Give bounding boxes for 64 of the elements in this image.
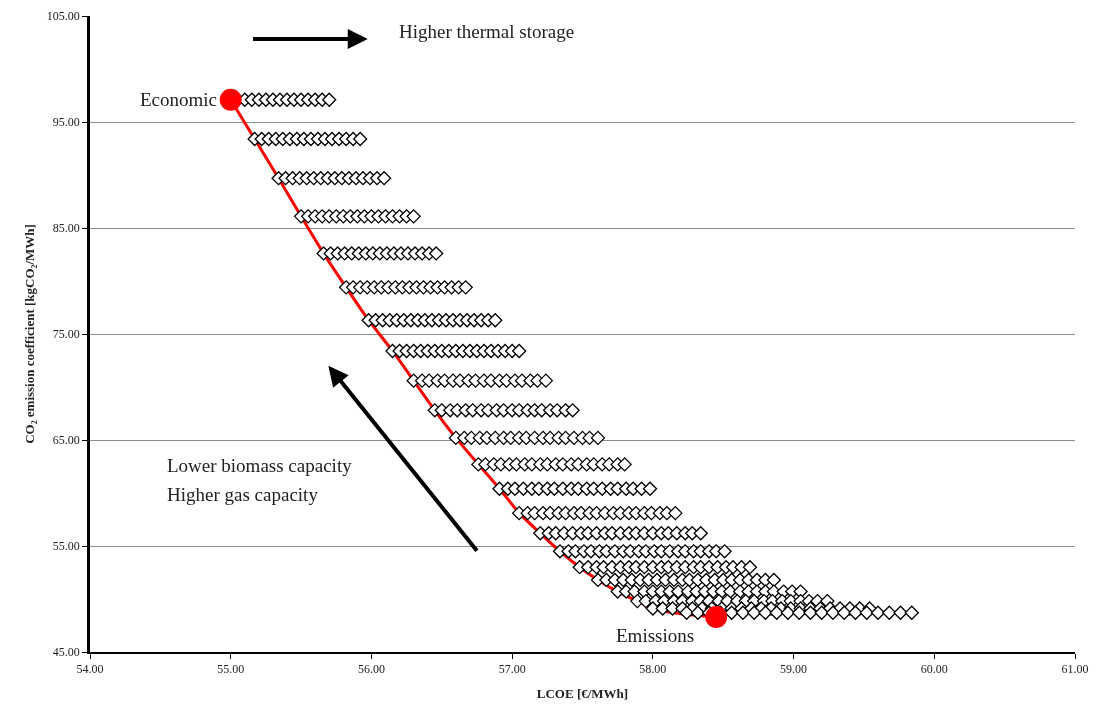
point — [693, 526, 708, 541]
x-tick-label: 60.00 — [920, 662, 948, 677]
point — [322, 92, 337, 107]
x-tick-label: 58.00 — [639, 662, 667, 677]
point — [766, 572, 782, 588]
point — [758, 605, 773, 620]
point — [668, 505, 683, 521]
x-tick-label: 54.00 — [76, 662, 104, 677]
x-tick-label: 55.00 — [217, 662, 245, 677]
point — [792, 605, 807, 620]
point — [803, 605, 818, 620]
point — [655, 601, 670, 616]
point — [353, 131, 368, 147]
point — [665, 601, 680, 616]
point — [590, 430, 606, 446]
annotation: Higher thermal storage — [399, 21, 575, 42]
point — [565, 403, 580, 418]
annotation: Emissions — [616, 625, 695, 646]
y-tick-label: 95.00 — [52, 115, 80, 130]
point — [642, 481, 658, 496]
point — [904, 605, 919, 620]
point — [429, 246, 444, 261]
point — [769, 605, 784, 620]
x-axis-title: LCOE [€/MWh] — [536, 686, 629, 702]
point — [780, 605, 796, 620]
point — [724, 605, 739, 620]
point — [735, 605, 751, 620]
point — [882, 605, 897, 620]
y-tick-label: 75.00 — [52, 327, 80, 342]
x-tick-label: 61.00 — [1061, 662, 1089, 677]
point — [848, 605, 863, 620]
point — [742, 560, 758, 575]
y-tick-label: 85.00 — [52, 221, 80, 236]
y-tick-label: 65.00 — [52, 433, 80, 448]
y-tick-label: 105.00 — [46, 9, 80, 24]
point — [859, 605, 874, 620]
point — [219, 88, 242, 111]
point — [814, 605, 829, 620]
point — [488, 313, 503, 328]
point — [617, 457, 632, 472]
y-axis-title: CO₂ emission coefficient [kgCO₂/MWh] — [21, 224, 37, 444]
point — [512, 343, 527, 359]
point — [870, 605, 886, 620]
point — [825, 605, 841, 620]
point — [705, 606, 728, 629]
annotation: Higher gas capacity — [167, 484, 319, 505]
point — [538, 373, 554, 388]
point — [458, 280, 473, 295]
point — [893, 605, 908, 620]
point — [717, 544, 732, 559]
x-tick-label: 57.00 — [498, 662, 526, 677]
y-tick-label: 55.00 — [52, 539, 80, 554]
x-tick-label: 56.00 — [357, 662, 385, 677]
point — [376, 171, 392, 186]
annotation: Lower biomass capacity — [167, 455, 353, 476]
y-tick-label: 45.00 — [52, 645, 80, 660]
x-tick-label: 59.00 — [780, 662, 808, 677]
point — [837, 605, 852, 620]
point — [747, 605, 762, 620]
annotation: Economic — [140, 89, 218, 110]
point — [793, 584, 808, 599]
point — [690, 605, 706, 620]
point — [679, 605, 694, 620]
point — [406, 209, 421, 224]
